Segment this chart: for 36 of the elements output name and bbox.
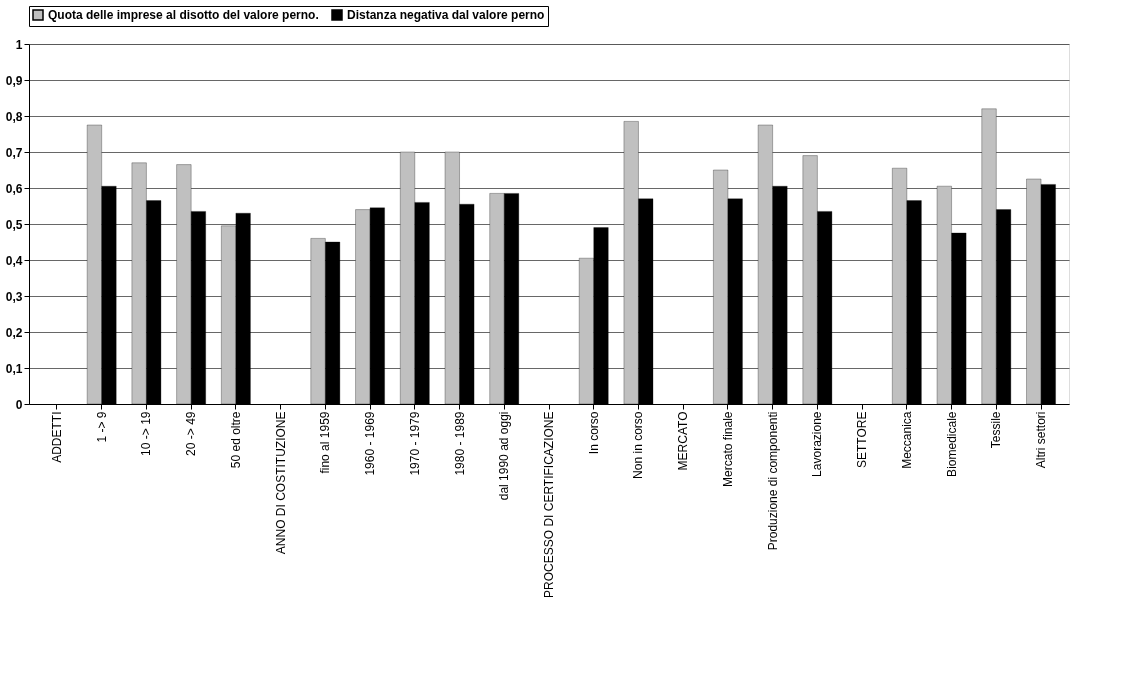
y-tick-label: 0,2 [5, 325, 23, 340]
x-tick-label: In corso [586, 411, 601, 455]
x-tick-label: 10 -> 19 [139, 411, 154, 456]
y-tick-label: 0,7 [5, 145, 23, 160]
x-tick-label: 1960 - 1969 [363, 411, 378, 476]
x-tick-label: 1980 - 1989 [452, 411, 467, 476]
x-tick-label: Meccanica [899, 411, 914, 469]
x-tick-label: SETTORE [855, 411, 870, 468]
x-tick-label: dal 1990 ad oggi [497, 411, 512, 501]
y-tick-label: 0,5 [5, 217, 23, 232]
y-tick-label: 0 [15, 397, 23, 412]
y-tick-label: 0,8 [5, 109, 23, 124]
x-tick-label: fino al 1959 [318, 411, 333, 474]
legend-label: Distanza negativa dal valore perno [347, 8, 545, 22]
x-tick-label: Tessile [989, 411, 1004, 449]
x-tick-label: Lavorazione [810, 411, 825, 477]
y-tick-label: 0,4 [5, 253, 23, 268]
x-tick-label: 20 -> 49 [184, 411, 199, 456]
y-tick-label: 0,6 [5, 181, 23, 196]
y-tick-label: 0,3 [5, 289, 23, 304]
x-tick-label: Non in corso [631, 411, 646, 479]
x-tick-label: ANNO DI COSTITUZIONE [273, 411, 288, 555]
legend-label: Quota delle imprese al disotto del valore perno. [48, 8, 319, 22]
x-tick-label: 50 ed oltre [228, 411, 243, 469]
x-tick-label: MERCATO [676, 411, 691, 471]
x-tick-label: Altri settori [1034, 411, 1049, 469]
x-tick-label: PROCESSO DI CERTIFICAZIONE [542, 411, 556, 598]
y-tick-label: 0,9 [5, 73, 23, 88]
x-tick-label: Mercato finale [720, 411, 735, 487]
x-tick-label: 1 -> 9 [94, 411, 109, 443]
x-tick-label: ADDETTI [49, 411, 64, 463]
x-tick-label: Biomedicale [944, 411, 959, 477]
y-tick-label: 1 [15, 37, 23, 52]
y-tick-label: 0,1 [5, 361, 23, 376]
x-tick-label: 1970 - 1979 [407, 411, 422, 476]
x-tick-label: Produzione di componenti [765, 411, 780, 551]
